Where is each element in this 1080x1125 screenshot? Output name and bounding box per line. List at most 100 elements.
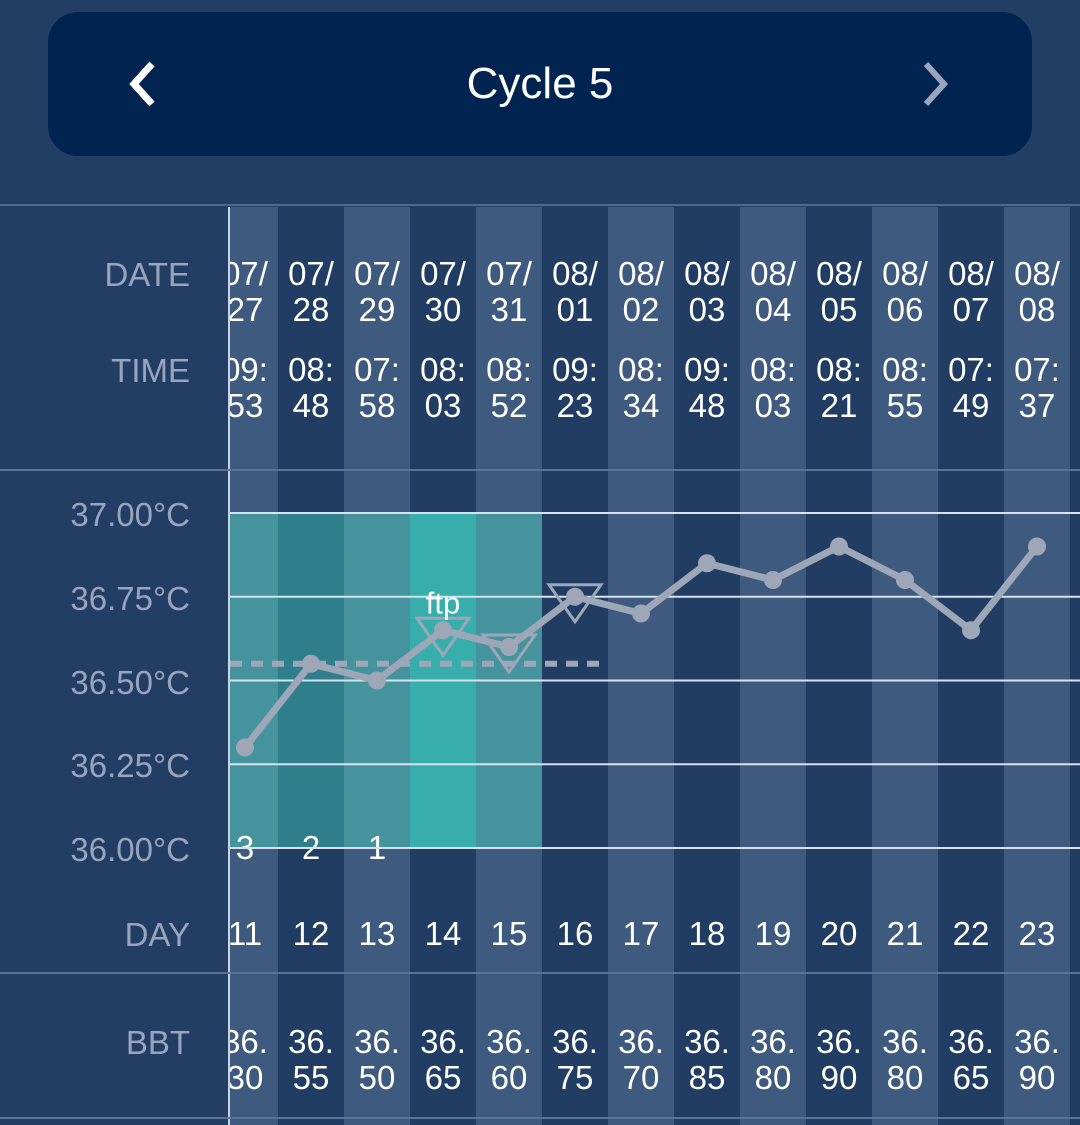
date-month: 07/ xyxy=(420,255,466,292)
date-month: 07/ xyxy=(230,255,268,292)
bbt-line xyxy=(242,543,1040,750)
bbt-point xyxy=(1028,537,1046,556)
date-label: DATE xyxy=(104,256,190,293)
cycle-day: 14 xyxy=(424,915,462,952)
divider xyxy=(0,1117,1080,1119)
y-tick-label: 36.50°C xyxy=(70,663,190,701)
bbt-dec: 90 xyxy=(1018,1059,1056,1096)
bbt-point xyxy=(566,587,584,606)
bbt-int: 36. xyxy=(1014,1023,1060,1060)
bbt-point xyxy=(434,621,452,640)
time-hour: 07: xyxy=(948,351,994,388)
time-hour: 09: xyxy=(684,351,730,388)
date-day: 03 xyxy=(688,291,726,328)
bbt-int: 36. xyxy=(816,1023,862,1060)
time-minute: 03 xyxy=(424,387,462,424)
y-tick-label: 36.75°C xyxy=(70,579,190,617)
triangle-marker-icon xyxy=(546,583,604,625)
time-minute: 49 xyxy=(952,387,990,424)
cycle-day: 15 xyxy=(490,915,528,952)
date-month: 08/ xyxy=(618,255,664,292)
divider xyxy=(0,204,1080,206)
cycle-day: 20 xyxy=(820,915,858,952)
cycle-day: 23 xyxy=(1018,915,1056,952)
date-month: 07/ xyxy=(486,255,532,292)
triangle-marker-icon xyxy=(414,616,472,658)
bbt-point xyxy=(698,554,716,573)
cycle-day: 19 xyxy=(754,915,792,952)
cycle-day: 21 xyxy=(886,915,924,952)
bbt-point xyxy=(500,638,518,656)
date-month: 07/ xyxy=(354,255,400,292)
date-month: 08/ xyxy=(1014,255,1060,292)
cycle-day: 16 xyxy=(556,915,594,952)
bbt-int: 36. xyxy=(230,1023,268,1060)
time-hour: 08: xyxy=(288,351,334,388)
bbt-int: 36. xyxy=(552,1023,598,1060)
chart-grid[interactable]: 07/2709:531136.30307/2808:481236.55207/2… xyxy=(228,207,1080,1125)
time-hour: 08: xyxy=(750,351,796,388)
day-column[interactable] xyxy=(1070,207,1080,1125)
bbt-dec: 80 xyxy=(754,1059,792,1096)
bbt-label: BBT xyxy=(125,1024,190,1061)
time-minute: 52 xyxy=(490,387,528,424)
time-hour: 08: xyxy=(486,351,532,388)
time-hour: 09: xyxy=(230,351,268,388)
time-minute: 53 xyxy=(228,387,264,424)
bbt-point xyxy=(632,604,650,623)
time-minute: 55 xyxy=(886,387,924,424)
bbt-int: 36. xyxy=(948,1023,994,1060)
date-day: 30 xyxy=(424,291,462,328)
date-day: 05 xyxy=(820,291,858,328)
time-minute: 48 xyxy=(292,387,330,424)
bbt-int: 36. xyxy=(420,1023,466,1060)
date-day: 29 xyxy=(358,291,396,328)
divider xyxy=(0,972,1080,974)
bbt-point xyxy=(368,671,386,690)
cycle-day: 11 xyxy=(228,915,263,952)
cycle-day: 18 xyxy=(688,915,726,952)
time-hour: 09: xyxy=(552,351,598,388)
bbt-point xyxy=(764,571,782,589)
previous-cycle-button[interactable] xyxy=(114,54,174,114)
bbt-dec: 50 xyxy=(358,1059,396,1096)
time-hour: 08: xyxy=(882,351,928,388)
bbt-point xyxy=(896,571,914,589)
y-tick-label: 37.00°C xyxy=(70,496,190,533)
bbt-int: 36. xyxy=(684,1023,730,1060)
bbt-dec: 90 xyxy=(820,1059,858,1096)
bbt-int: 36. xyxy=(882,1023,928,1060)
cycle-day: 13 xyxy=(358,915,396,952)
time-minute: 03 xyxy=(754,387,792,424)
bbt-dec: 65 xyxy=(952,1059,990,1096)
time-hour: 08: xyxy=(816,351,862,388)
triangle-marker-icon xyxy=(480,633,538,675)
ftp-annotation: ftp xyxy=(426,585,460,620)
bbt-dec: 75 xyxy=(556,1059,594,1096)
y-tick-label: 36.25°C xyxy=(70,747,190,785)
date-day: 01 xyxy=(556,291,594,328)
time-minute: 37 xyxy=(1018,387,1056,424)
date-day: 31 xyxy=(490,291,528,328)
time-minute: 21 xyxy=(820,387,858,424)
bbt-int: 36. xyxy=(618,1023,664,1060)
chevron-right-icon xyxy=(923,61,949,107)
date-month: 08/ xyxy=(882,255,928,292)
bbt-int: 36. xyxy=(288,1023,334,1060)
date-day: 07 xyxy=(952,291,990,328)
time-minute: 34 xyxy=(622,387,660,424)
next-cycle-button[interactable] xyxy=(908,54,968,114)
bbt-dec: 60 xyxy=(490,1059,528,1096)
date-month: 08/ xyxy=(816,255,862,292)
bbt-dec: 55 xyxy=(292,1059,330,1096)
bbt-int: 36. xyxy=(750,1023,796,1060)
bbt-dec: 85 xyxy=(688,1059,726,1096)
date-day: 28 xyxy=(292,291,330,328)
time-hour: 07: xyxy=(354,351,400,388)
y-tick-label: 36.00°C xyxy=(70,831,190,868)
time-hour: 08: xyxy=(420,351,466,388)
date-month: 08/ xyxy=(948,255,994,292)
cycle-header: Cycle 5 xyxy=(48,12,1032,156)
bbt-point xyxy=(236,738,254,757)
cycle-day: 17 xyxy=(622,915,660,952)
